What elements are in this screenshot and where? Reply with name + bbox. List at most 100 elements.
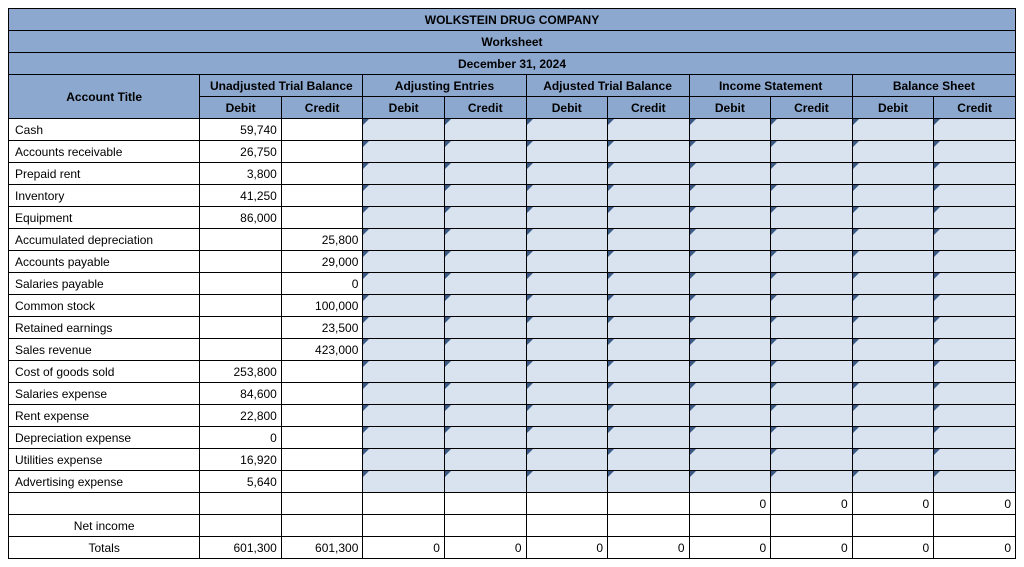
input-cell[interactable] [608, 251, 690, 273]
input-cell[interactable] [771, 185, 853, 207]
input-cell[interactable] [444, 427, 526, 449]
input-cell[interactable] [526, 185, 608, 207]
input-cell[interactable] [363, 229, 445, 251]
input-cell[interactable] [852, 317, 934, 339]
input-cell[interactable] [608, 449, 690, 471]
input-cell[interactable] [363, 471, 445, 493]
input-cell[interactable] [934, 449, 1016, 471]
input-cell[interactable] [444, 119, 526, 141]
input-cell[interactable] [852, 163, 934, 185]
input-cell[interactable] [771, 119, 853, 141]
input-cell[interactable] [444, 471, 526, 493]
input-cell[interactable] [689, 207, 771, 229]
input-cell[interactable] [526, 229, 608, 251]
input-cell[interactable] [771, 361, 853, 383]
input-cell[interactable] [444, 383, 526, 405]
input-cell[interactable] [934, 207, 1016, 229]
input-cell[interactable] [608, 273, 690, 295]
input-cell[interactable] [771, 251, 853, 273]
input-cell[interactable] [363, 449, 445, 471]
input-cell[interactable] [852, 251, 934, 273]
input-cell[interactable] [852, 229, 934, 251]
input-cell[interactable] [608, 163, 690, 185]
input-cell[interactable] [608, 317, 690, 339]
input-cell[interactable] [852, 383, 934, 405]
input-cell[interactable] [526, 427, 608, 449]
input-cell[interactable] [444, 339, 526, 361]
input-cell[interactable] [526, 119, 608, 141]
input-cell[interactable] [608, 185, 690, 207]
input-cell[interactable] [771, 295, 853, 317]
input-cell[interactable] [363, 317, 445, 339]
input-cell[interactable] [608, 427, 690, 449]
input-cell[interactable] [689, 229, 771, 251]
input-cell[interactable] [689, 317, 771, 339]
input-cell[interactable] [771, 427, 853, 449]
input-cell[interactable] [444, 185, 526, 207]
input-cell[interactable] [526, 141, 608, 163]
input-cell[interactable] [689, 383, 771, 405]
input-cell[interactable] [771, 141, 853, 163]
input-cell[interactable] [852, 471, 934, 493]
input-cell[interactable] [934, 361, 1016, 383]
input-cell[interactable] [689, 405, 771, 427]
input-cell[interactable] [608, 207, 690, 229]
input-cell[interactable] [363, 405, 445, 427]
input-cell[interactable] [526, 449, 608, 471]
input-cell[interactable] [608, 361, 690, 383]
input-cell[interactable] [934, 251, 1016, 273]
input-cell[interactable] [934, 427, 1016, 449]
input-cell[interactable] [444, 163, 526, 185]
input-cell[interactable] [444, 449, 526, 471]
input-cell[interactable] [444, 229, 526, 251]
input-cell[interactable] [771, 207, 853, 229]
input-cell[interactable] [608, 119, 690, 141]
input-cell[interactable] [934, 317, 1016, 339]
input-cell[interactable] [444, 405, 526, 427]
input-cell[interactable] [526, 383, 608, 405]
input-cell[interactable] [689, 141, 771, 163]
input-cell[interactable] [852, 295, 934, 317]
input-cell[interactable] [689, 163, 771, 185]
input-cell[interactable] [526, 295, 608, 317]
input-cell[interactable] [363, 185, 445, 207]
input-cell[interactable] [608, 141, 690, 163]
input-cell[interactable] [608, 295, 690, 317]
input-cell[interactable] [934, 339, 1016, 361]
input-cell[interactable] [608, 229, 690, 251]
input-cell[interactable] [526, 251, 608, 273]
input-cell[interactable] [852, 141, 934, 163]
input-cell[interactable] [363, 207, 445, 229]
input-cell[interactable] [526, 361, 608, 383]
input-cell[interactable] [934, 471, 1016, 493]
input-cell[interactable] [689, 273, 771, 295]
input-cell[interactable] [934, 295, 1016, 317]
input-cell[interactable] [689, 295, 771, 317]
input-cell[interactable] [689, 427, 771, 449]
input-cell[interactable] [444, 207, 526, 229]
input-cell[interactable] [852, 119, 934, 141]
input-cell[interactable] [934, 163, 1016, 185]
input-cell[interactable] [363, 251, 445, 273]
input-cell[interactable] [608, 339, 690, 361]
input-cell[interactable] [526, 405, 608, 427]
input-cell[interactable] [608, 383, 690, 405]
input-cell[interactable] [771, 405, 853, 427]
input-cell[interactable] [852, 361, 934, 383]
input-cell[interactable] [444, 361, 526, 383]
input-cell[interactable] [771, 229, 853, 251]
input-cell[interactable] [363, 339, 445, 361]
input-cell[interactable] [689, 251, 771, 273]
input-cell[interactable] [852, 273, 934, 295]
input-cell[interactable] [934, 405, 1016, 427]
input-cell[interactable] [444, 273, 526, 295]
input-cell[interactable] [444, 295, 526, 317]
input-cell[interactable] [363, 361, 445, 383]
input-cell[interactable] [444, 317, 526, 339]
input-cell[interactable] [771, 317, 853, 339]
input-cell[interactable] [526, 317, 608, 339]
input-cell[interactable] [526, 163, 608, 185]
input-cell[interactable] [771, 273, 853, 295]
input-cell[interactable] [526, 207, 608, 229]
input-cell[interactable] [771, 163, 853, 185]
